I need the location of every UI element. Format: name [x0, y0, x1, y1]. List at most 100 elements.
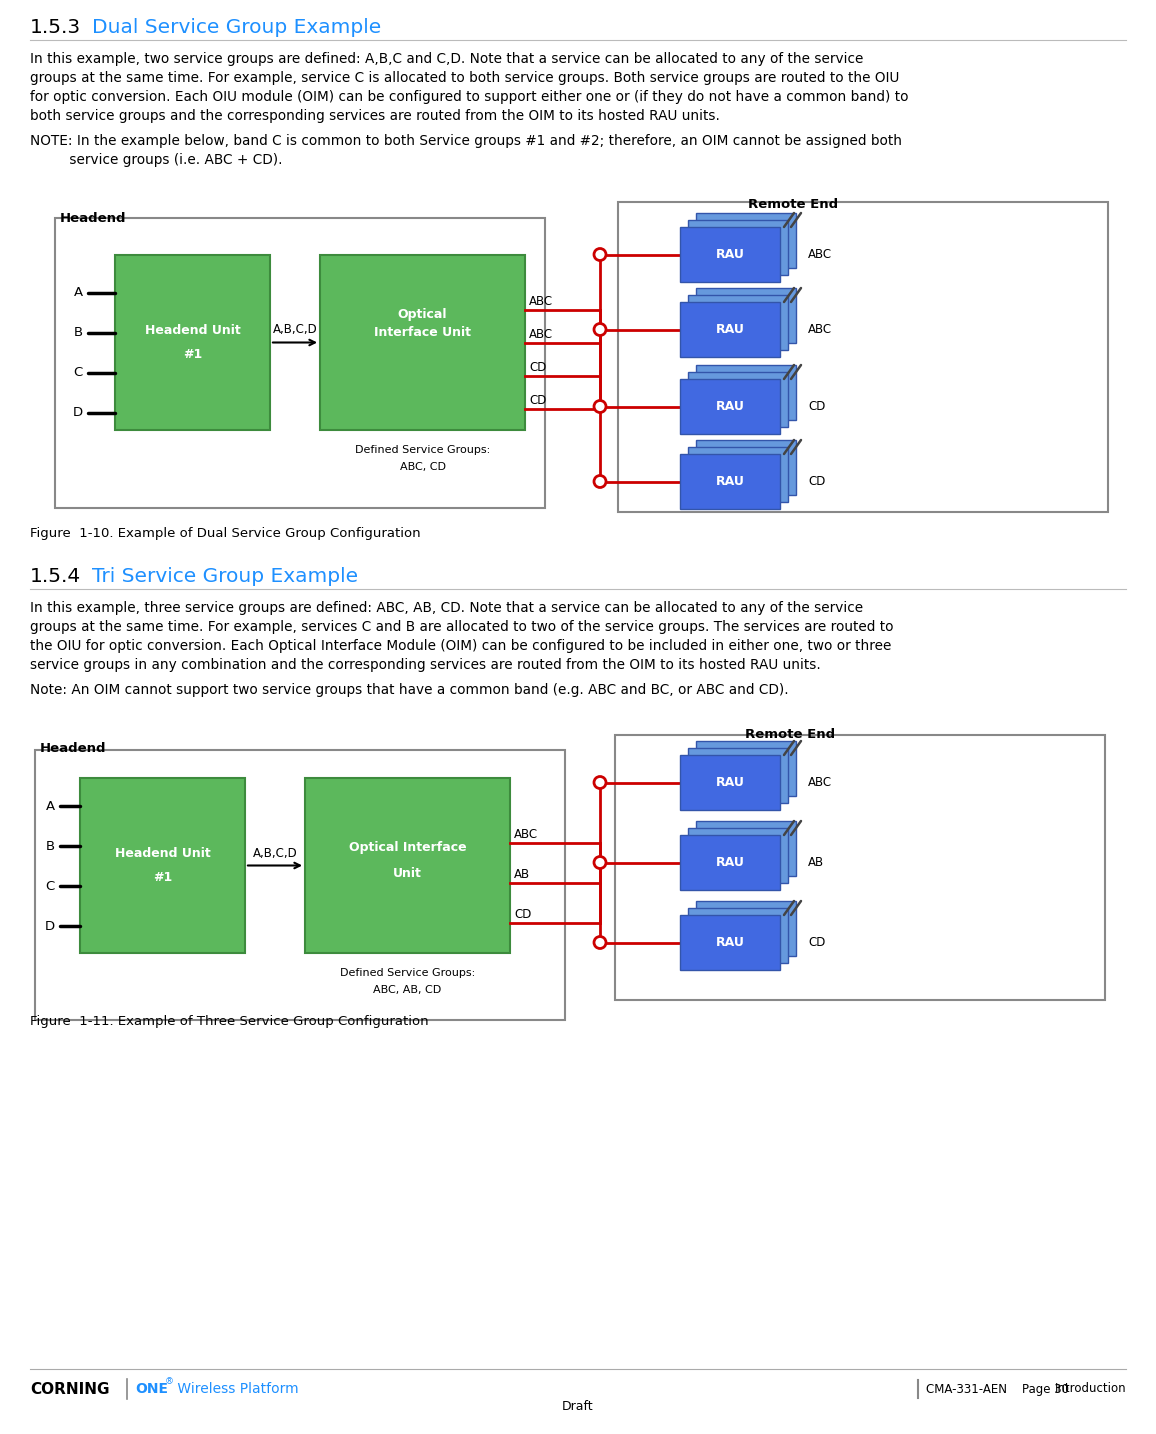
Text: AB: AB: [514, 868, 531, 880]
Text: RAU: RAU: [716, 856, 744, 869]
Text: In this example, two service groups are defined: A,B,C and C,D. Note that a serv: In this example, two service groups are …: [30, 52, 864, 66]
Text: ABC: ABC: [808, 248, 832, 261]
Circle shape: [594, 324, 606, 336]
Text: Headend: Headend: [60, 212, 126, 225]
Text: Note: An OIM cannot support two service groups that have a common band (e.g. ABC: Note: An OIM cannot support two service …: [30, 683, 788, 697]
Text: Introduction: Introduction: [1054, 1382, 1126, 1395]
Text: for optic conversion. Each OIU module (OIM) can be configured to support either : for optic conversion. Each OIU module (O…: [30, 90, 909, 105]
Text: ABC, CD: ABC, CD: [400, 462, 445, 472]
Text: ABC, AB, CD: ABC, AB, CD: [373, 985, 442, 995]
Text: B: B: [74, 327, 82, 340]
Text: service groups in any combination and the corresponding services are routed from: service groups in any combination and th…: [30, 658, 821, 673]
Text: In this example, three service groups are defined: ABC, AB, CD. Note that a serv: In this example, three service groups ar…: [30, 601, 864, 615]
Text: Figure  1-11. Example of Three Service Group Configuration: Figure 1-11. Example of Three Service Gr…: [30, 1015, 429, 1028]
Text: RAU: RAU: [716, 475, 744, 488]
FancyBboxPatch shape: [680, 227, 780, 282]
Text: RAU: RAU: [716, 248, 744, 261]
FancyBboxPatch shape: [688, 371, 788, 427]
Text: #1: #1: [153, 870, 172, 883]
Circle shape: [594, 400, 606, 413]
Text: Interface Unit: Interface Unit: [375, 326, 470, 338]
Text: C: C: [73, 367, 82, 380]
Text: #1: #1: [183, 348, 202, 361]
Text: groups at the same time. For example, services C and B are allocated to two of t: groups at the same time. For example, se…: [30, 619, 894, 634]
Text: RAU: RAU: [716, 936, 744, 949]
FancyBboxPatch shape: [35, 750, 565, 1020]
Text: Remote End: Remote End: [748, 198, 838, 211]
FancyBboxPatch shape: [680, 379, 780, 435]
Text: Figure  1-10. Example of Dual Service Group Configuration: Figure 1-10. Example of Dual Service Gro…: [30, 528, 421, 541]
Text: ONE: ONE: [135, 1382, 168, 1397]
Text: Headend Unit: Headend Unit: [144, 324, 240, 337]
Text: Tri Service Group Example: Tri Service Group Example: [92, 566, 358, 587]
Text: ®: ®: [165, 1378, 175, 1387]
Text: CORNING: CORNING: [30, 1381, 110, 1397]
FancyBboxPatch shape: [680, 455, 780, 509]
FancyBboxPatch shape: [688, 749, 788, 803]
Text: Remote End: Remote End: [744, 728, 835, 741]
FancyBboxPatch shape: [696, 366, 796, 420]
Text: groups at the same time. For example, service C is allocated to both service gro: groups at the same time. For example, se…: [30, 72, 899, 85]
Text: RAU: RAU: [716, 400, 744, 413]
Text: CD: CD: [529, 361, 547, 374]
Text: CD: CD: [529, 394, 547, 407]
FancyBboxPatch shape: [618, 202, 1107, 512]
Text: D: D: [73, 406, 83, 420]
FancyBboxPatch shape: [680, 754, 780, 810]
Text: both service groups and the corresponding services are routed from the OIM to it: both service groups and the correspondin…: [30, 109, 720, 123]
Text: D: D: [45, 919, 55, 932]
Text: ABC: ABC: [808, 776, 832, 789]
Text: service groups (i.e. ABC + CD).: service groups (i.e. ABC + CD).: [30, 153, 282, 166]
Text: Defined Service Groups:: Defined Service Groups:: [355, 445, 490, 455]
Text: Defined Service Groups:: Defined Service Groups:: [340, 968, 475, 978]
Text: 1.5.3: 1.5.3: [30, 19, 81, 37]
Circle shape: [594, 776, 606, 789]
FancyBboxPatch shape: [114, 255, 271, 430]
Text: ABC: ABC: [529, 328, 553, 341]
Text: A: A: [74, 287, 82, 300]
Text: Unit: Unit: [393, 868, 422, 880]
FancyBboxPatch shape: [696, 214, 796, 268]
Text: RAU: RAU: [716, 776, 744, 789]
FancyBboxPatch shape: [615, 736, 1105, 999]
Circle shape: [594, 248, 606, 261]
Text: ABC: ABC: [808, 323, 832, 336]
FancyBboxPatch shape: [688, 219, 788, 275]
Text: NOTE: In the example below, band C is common to both Service groups #1 and #2; t: NOTE: In the example below, band C is co…: [30, 133, 902, 148]
Text: Optical Interface: Optical Interface: [349, 840, 466, 855]
FancyBboxPatch shape: [696, 822, 796, 876]
Text: A,B,C,D: A,B,C,D: [273, 324, 318, 337]
Text: B: B: [45, 839, 54, 852]
FancyBboxPatch shape: [305, 779, 510, 954]
Text: Wireless Platform: Wireless Platform: [173, 1382, 298, 1397]
FancyBboxPatch shape: [680, 303, 780, 357]
Circle shape: [594, 476, 606, 488]
Text: ABC: ABC: [514, 827, 539, 840]
FancyBboxPatch shape: [696, 741, 796, 796]
FancyBboxPatch shape: [688, 447, 788, 502]
FancyBboxPatch shape: [680, 915, 780, 969]
FancyBboxPatch shape: [680, 835, 780, 891]
FancyBboxPatch shape: [55, 218, 544, 508]
Text: Draft: Draft: [562, 1401, 594, 1414]
FancyBboxPatch shape: [696, 288, 796, 343]
Text: ABC: ABC: [529, 295, 553, 308]
Text: CD: CD: [808, 936, 825, 949]
Text: CMA-331-AEN    Page 30: CMA-331-AEN Page 30: [926, 1382, 1069, 1395]
FancyBboxPatch shape: [696, 440, 796, 495]
FancyBboxPatch shape: [696, 901, 796, 956]
Text: A,B,C,D: A,B,C,D: [253, 846, 297, 859]
Text: C: C: [45, 879, 54, 892]
Text: CD: CD: [514, 908, 532, 921]
Text: CD: CD: [808, 475, 825, 488]
FancyBboxPatch shape: [688, 827, 788, 883]
Text: A: A: [45, 800, 54, 813]
Text: 1.5.4: 1.5.4: [30, 566, 81, 587]
Text: Headend Unit: Headend Unit: [114, 847, 210, 860]
FancyBboxPatch shape: [320, 255, 525, 430]
FancyBboxPatch shape: [688, 295, 788, 350]
FancyBboxPatch shape: [80, 779, 245, 954]
Text: Headend: Headend: [40, 741, 106, 754]
Text: RAU: RAU: [716, 323, 744, 336]
Text: the OIU for optic conversion. Each Optical Interface Module (OIM) can be configu: the OIU for optic conversion. Each Optic…: [30, 640, 891, 652]
